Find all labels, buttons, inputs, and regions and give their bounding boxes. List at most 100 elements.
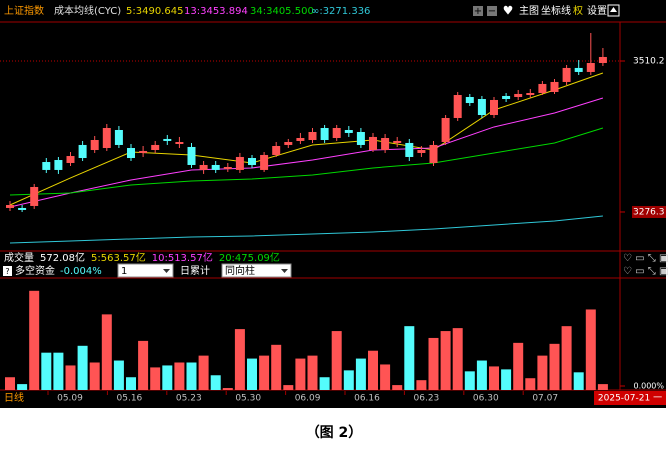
expand-icon[interactable] <box>607 4 620 17</box>
candle-body <box>356 131 365 145</box>
candle-body <box>102 127 111 149</box>
flow-bar <box>29 290 40 390</box>
candle-body <box>332 127 341 139</box>
moving-average-line <box>9 127 604 196</box>
symbol: 上证指数 <box>4 4 44 17</box>
candle-body <box>66 156 75 163</box>
flow-bar <box>368 350 378 390</box>
y-tick-label: 0.000% <box>633 382 664 391</box>
toolbar-button[interactable]: 设置 <box>587 5 607 17</box>
candle-body <box>260 154 269 170</box>
candle-body <box>405 142 414 157</box>
flow-bar <box>319 377 330 390</box>
candle-body <box>6 205 14 208</box>
candle-body <box>211 164 220 170</box>
flow-bar <box>162 365 173 390</box>
candle-body <box>393 140 402 143</box>
flow-bar <box>597 384 608 390</box>
x-tick-label: 05.23 <box>176 394 202 404</box>
flow-bar <box>549 343 560 390</box>
x-tick-label: 07.07 <box>532 394 558 404</box>
flow-bar <box>222 388 233 390</box>
flow-bar <box>452 328 463 390</box>
flow-bar <box>283 385 294 390</box>
flow-bar <box>138 340 149 390</box>
mode-label: 日累计 <box>180 264 210 277</box>
favorite-icon[interactable]: ♥ <box>503 4 514 18</box>
toolbar-button[interactable]: 坐标线 <box>541 4 571 17</box>
candle-body <box>429 144 438 163</box>
candle-body <box>320 127 329 141</box>
panel-icons[interactable]: ♡ ▭ ⤡ ▣ <box>623 253 668 264</box>
candle-body <box>490 99 498 116</box>
candle-body <box>538 83 547 94</box>
moving-average-line <box>9 72 604 206</box>
flow-bar <box>5 377 15 390</box>
flow-bar <box>307 355 318 390</box>
flow-bar <box>247 358 257 390</box>
candle-body <box>175 142 184 145</box>
flow-bar <box>41 352 52 390</box>
flow-bar <box>150 367 161 390</box>
candle-body <box>223 166 232 169</box>
zoom-in-icon[interactable] <box>473 6 483 16</box>
current-date-box <box>594 391 666 405</box>
style-select[interactable] <box>221 263 292 278</box>
candle-body <box>163 138 172 141</box>
flow-bar <box>489 366 499 390</box>
candle-body <box>514 93 523 98</box>
candle-body <box>284 142 293 145</box>
y-tick-label: 3276.3 <box>633 207 665 217</box>
tick-label-box <box>632 205 666 218</box>
flow-bar <box>198 355 209 390</box>
flow-bar <box>561 326 572 390</box>
flow-bar <box>537 355 548 390</box>
legend-entry: 5:3490.645 <box>126 6 183 17</box>
zoom-out-icon[interactable] <box>487 6 497 16</box>
candle-body <box>18 207 27 210</box>
flow-bar <box>428 337 439 390</box>
moving-average-line <box>9 215 603 244</box>
flow-bar <box>380 364 391 390</box>
flow-bar <box>234 329 245 390</box>
candle-body <box>296 138 305 141</box>
period-select[interactable] <box>117 263 174 278</box>
flow-bar <box>585 309 596 390</box>
period-select-value: 1 <box>121 266 127 277</box>
candle-body <box>114 129 123 145</box>
flow-bar <box>501 369 512 390</box>
flow-bar <box>416 380 427 390</box>
candle-body <box>441 117 450 143</box>
volume-header-item: 成交量 <box>4 251 34 264</box>
candle-body <box>526 93 535 96</box>
flow-bar <box>53 352 64 390</box>
flow-bar <box>355 358 366 390</box>
moving-average-line <box>9 97 604 208</box>
volume-header-item: 5:563.57亿 <box>91 251 146 264</box>
flow-bar <box>259 355 270 390</box>
panel-icons[interactable]: ♡ ▭ ⤡ ▣ <box>623 266 668 277</box>
dropdown-arrow <box>163 269 170 273</box>
candle-body <box>477 99 486 116</box>
candle-body <box>465 97 474 104</box>
flow-bar <box>186 362 197 390</box>
toolbar-button[interactable]: 主图 <box>519 5 539 17</box>
flow-bar <box>392 385 403 390</box>
flow-bar <box>464 371 475 390</box>
flow-bar <box>331 331 342 390</box>
candle-body <box>199 164 208 170</box>
candle-body <box>574 67 583 72</box>
candle-body <box>235 156 244 170</box>
flow-bar <box>126 377 136 390</box>
x-tick-label: 05.16 <box>117 394 143 404</box>
flow-bar <box>404 326 415 390</box>
flow-bar <box>525 378 536 390</box>
candle-body <box>42 162 51 170</box>
toolbar-button[interactable]: 权 <box>573 4 583 17</box>
candle-body <box>381 138 390 151</box>
flow-bar <box>295 358 306 390</box>
help-icon[interactable] <box>3 266 12 276</box>
candle-body <box>598 56 607 63</box>
candle-body <box>308 131 317 141</box>
